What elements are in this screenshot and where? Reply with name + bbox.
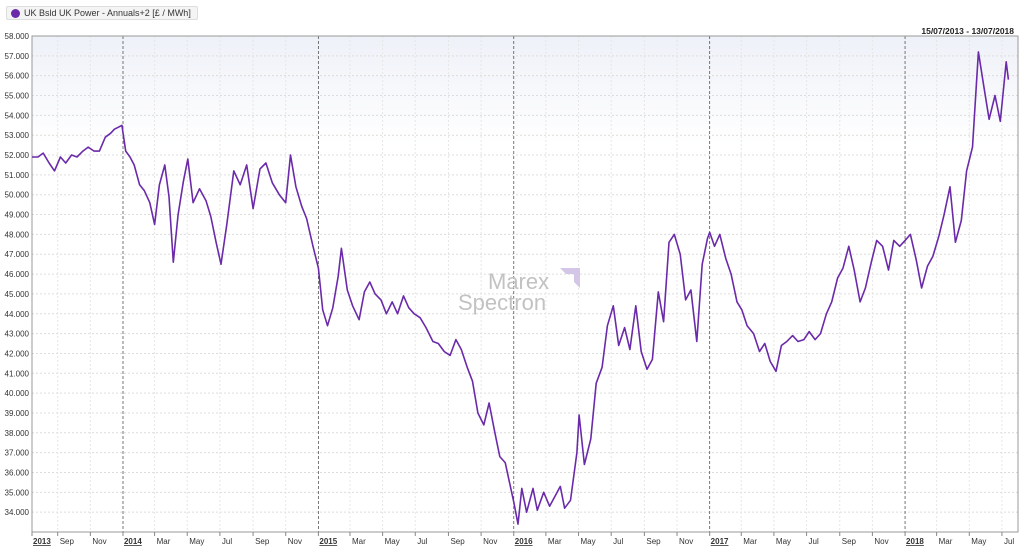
x-tick-label-month: Jul: [1004, 537, 1014, 546]
y-tick-label: 38.000: [5, 429, 30, 438]
x-tick-label-month: Jul: [613, 537, 623, 546]
series-line: [32, 51, 1010, 525]
x-tick-label-month: Sep: [842, 537, 857, 546]
y-tick-label: 35.000: [5, 488, 30, 497]
x-tick-label-month: May: [385, 537, 400, 546]
x-tick-label-year: 2016: [515, 537, 533, 546]
x-tick-label-month: Mar: [743, 537, 757, 546]
x-tick-label-year: 2017: [711, 537, 729, 546]
legend-label: UK Bsld UK Power - Annuals+2 [£ / MWh]: [24, 8, 191, 18]
x-tick-label-month: Nov: [92, 537, 106, 546]
legend-marker: [11, 8, 20, 18]
y-tick-label: 34.000: [5, 508, 30, 517]
x-tick-label-year: 2018: [906, 537, 924, 546]
x-tick-label-month: Mar: [157, 537, 171, 546]
y-tick-label: 43.000: [5, 330, 30, 339]
x-tick-label-year: 2015: [319, 537, 337, 546]
y-tick-label: 48.000: [5, 230, 30, 239]
y-tick-label: 57.000: [5, 52, 30, 61]
x-tick-label-month: Mar: [939, 537, 953, 546]
y-tick-label: 56.000: [5, 72, 30, 81]
y-tick-label: 40.000: [5, 389, 30, 398]
y-tick-label: 50.000: [5, 191, 30, 200]
y-tick-label: 39.000: [5, 409, 30, 418]
x-tick-label-month: Nov: [679, 537, 693, 546]
x-tick-label-month: Nov: [874, 537, 888, 546]
x-tick-label-year: 2014: [124, 537, 142, 546]
x-tick-label-month: Sep: [450, 537, 465, 546]
y-tick-label: 47.000: [5, 250, 30, 259]
y-tick-label: 58.000: [5, 32, 30, 41]
plot-border: [31, 35, 1019, 533]
y-tick-label: 36.000: [5, 468, 30, 477]
y-tick-label: 49.000: [5, 211, 30, 220]
y-tick-label: 51.000: [5, 171, 30, 180]
y-tick-label: 41.000: [5, 369, 30, 378]
x-tick-label-month: May: [971, 537, 986, 546]
y-tick-label: 53.000: [5, 131, 30, 140]
y-tick-label: 45.000: [5, 290, 30, 299]
plot-area: [32, 36, 1018, 532]
x-tick-label-month: Sep: [60, 537, 75, 546]
x-tick-label-month: Sep: [255, 537, 270, 546]
x-tick-label-month: Jul: [417, 537, 427, 546]
x-tick-label-month: Mar: [352, 537, 366, 546]
date-range-label: 15/07/2013 - 13/07/2018: [921, 26, 1014, 36]
y-tick-label: 46.000: [5, 270, 30, 279]
y-tick-label: 55.000: [5, 92, 30, 101]
x-tick-label-month: May: [776, 537, 791, 546]
x-tick-label-month: Nov: [483, 537, 497, 546]
x-tick-label-month: Jul: [809, 537, 819, 546]
x-tick-label-month: Mar: [548, 537, 562, 546]
x-tick-label-year: 2013: [33, 537, 51, 546]
y-tick-label: 52.000: [5, 151, 30, 160]
y-tick-label: 42.000: [5, 349, 30, 358]
y-tick-label: 37.000: [5, 449, 30, 458]
x-tick-label-month: May: [189, 537, 204, 546]
x-tick-label-month: Nov: [288, 537, 302, 546]
x-tick-label-month: Jul: [222, 537, 232, 546]
legend[interactable]: UK Bsld UK Power - Annuals+2 [£ / MWh]: [6, 6, 198, 20]
x-tick-label-month: Sep: [646, 537, 661, 546]
y-tick-label: 44.000: [5, 310, 30, 319]
x-tick-label-month: May: [581, 537, 596, 546]
y-tick-label: 54.000: [5, 111, 30, 120]
